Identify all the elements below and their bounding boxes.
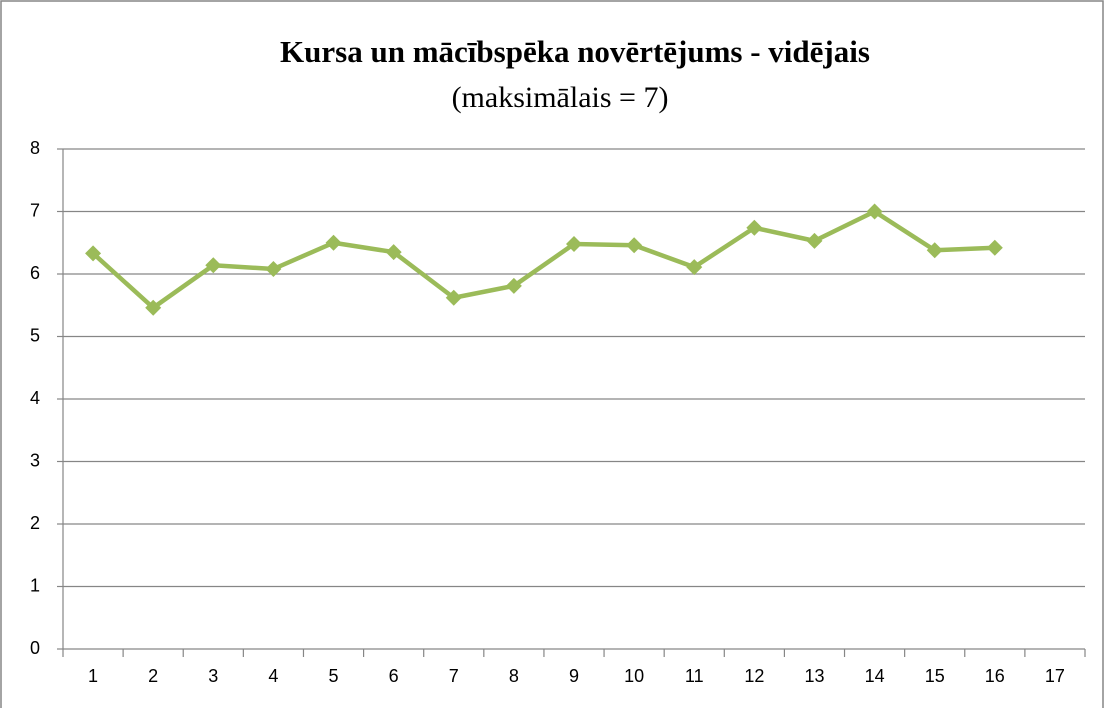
- marker: [85, 245, 102, 262]
- marker: [746, 219, 763, 236]
- y-tick-label: 2: [30, 513, 40, 533]
- y-tick-label: 5: [30, 325, 40, 345]
- x-tick-label: 15: [925, 666, 945, 686]
- chart-title: Kursa un mācībspēka novērtējums - vidēja…: [280, 34, 870, 69]
- marker: [265, 261, 282, 277]
- marker: [686, 259, 703, 276]
- marker: [626, 237, 643, 254]
- marker: [445, 289, 462, 306]
- marker: [566, 236, 582, 252]
- x-tick-label: 16: [985, 666, 1005, 686]
- marker: [986, 239, 1003, 256]
- y-tick-label: 4: [30, 388, 40, 408]
- y-tick-label: 8: [30, 138, 40, 158]
- marker: [806, 232, 823, 249]
- marker: [325, 234, 342, 251]
- x-tick-label: 2: [148, 666, 158, 686]
- x-tick-label: 9: [569, 666, 579, 686]
- y-tick-label: 1: [30, 575, 40, 595]
- marker: [926, 242, 943, 259]
- x-tick-label: 11: [685, 666, 704, 686]
- marker: [385, 244, 402, 261]
- x-tick-label: 8: [509, 666, 519, 686]
- x-tick-label: 12: [744, 666, 764, 686]
- y-tick-label: 7: [30, 200, 40, 220]
- x-tick-label: 14: [865, 666, 885, 686]
- x-tick-label: 3: [208, 666, 218, 686]
- line: [91, 209, 995, 310]
- x-tick-label: 6: [389, 666, 399, 686]
- x-tick-label: 17: [1045, 666, 1065, 686]
- chart-subtitle: (maksimālais = 7): [452, 81, 669, 114]
- y-tick-label: 6: [30, 263, 40, 283]
- x-tick-label: 13: [804, 666, 824, 686]
- x-tick-label: 1: [88, 666, 98, 686]
- marker: [145, 299, 162, 316]
- y-tick-label: 3: [30, 450, 40, 470]
- marker: [205, 257, 222, 274]
- x-tick-label: 7: [449, 666, 459, 686]
- marker: [505, 277, 522, 294]
- y-tick-label: 0: [30, 638, 40, 658]
- x-tick-label: 4: [268, 666, 278, 686]
- x-tick-label: 10: [624, 666, 644, 686]
- x-tick-label: 5: [329, 666, 339, 686]
- marker: [866, 203, 883, 220]
